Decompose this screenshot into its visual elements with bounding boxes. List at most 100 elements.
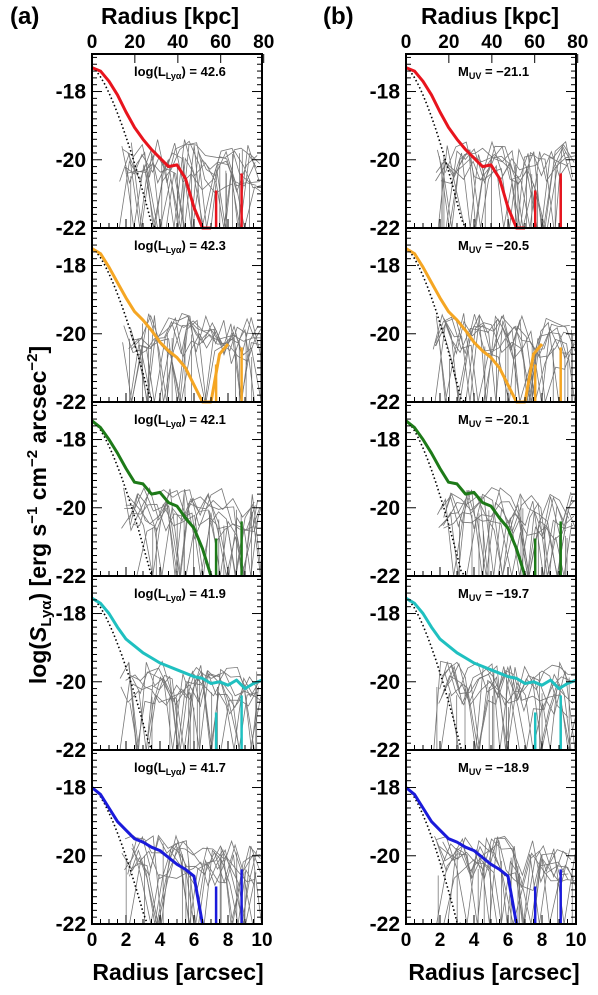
panel-annotation: MUV = −18.9 xyxy=(458,760,529,777)
column-label-b: (b) xyxy=(323,3,354,30)
psf-dotted-profile xyxy=(405,66,467,229)
y-tick-label: -20 xyxy=(56,671,86,694)
psf-dotted-profile xyxy=(91,247,153,403)
x-tick-label: 8 xyxy=(537,930,548,951)
gray-profile-line xyxy=(441,313,576,403)
panel-b-1: -18 -20 -22 MUV = −21.1 xyxy=(370,53,577,240)
y-tick-label: -20 xyxy=(370,149,400,172)
gray-profile-line xyxy=(129,843,260,925)
y-tick-label: -20 xyxy=(56,497,86,520)
x-tick-label: 4 xyxy=(469,930,480,951)
gray-profile-line xyxy=(435,150,569,229)
panel-frame xyxy=(405,227,577,403)
panel-annotation: log(LLyα) = 42.3 xyxy=(134,238,226,255)
panel-a-1: -18 -20 -22 log(LLyα) = 42.6 xyxy=(56,53,263,240)
top-x-tick-label: 80 xyxy=(567,32,588,53)
gray-profile-line xyxy=(118,149,256,229)
psf-dotted-profile xyxy=(405,597,466,751)
stacked-profile-line xyxy=(405,419,527,577)
gray-profile-line xyxy=(131,319,262,403)
panel-a-3: -18 -20 -22 log(LLyα) = 42.1 xyxy=(56,401,263,588)
gray-profile-line xyxy=(121,834,255,925)
y-tick-label: -20 xyxy=(370,671,400,694)
y-axis-title: log(SLyα) [erg s−1 cm−2 arcsec−2] xyxy=(24,346,55,684)
gray-profile-line xyxy=(129,320,259,403)
x-tick-label: 8 xyxy=(223,930,234,951)
x-tick-label: 2 xyxy=(121,930,132,951)
panel-annotation: log(LLyα) = 42.6 xyxy=(134,64,226,81)
top-x-tick-label: 60 xyxy=(524,32,545,53)
gray-profile-line xyxy=(445,145,576,229)
panel-annotation: log(LLyα) = 41.9 xyxy=(134,586,226,603)
top-x-tick-label: 60 xyxy=(210,32,231,53)
top-x-tick-label: 20 xyxy=(438,32,459,53)
gray-profile-line xyxy=(440,141,574,229)
y-tick-label: -22 xyxy=(370,913,400,936)
gray-profile-line xyxy=(441,661,576,751)
gray-profile-line xyxy=(439,836,576,925)
gray-profile-line xyxy=(440,493,573,541)
x-tick-label: 6 xyxy=(189,930,200,951)
y-tick-label: -20 xyxy=(56,845,86,868)
gray-profile-line xyxy=(442,487,575,577)
gray-profile-line xyxy=(435,147,569,229)
y-tick-label: -22 xyxy=(56,739,86,762)
y-tick-label: -18 xyxy=(56,777,87,800)
y-tick-label: -20 xyxy=(370,845,400,868)
gray-profile-line xyxy=(130,142,260,229)
panel-frame xyxy=(405,575,577,751)
stacked-profile-line xyxy=(405,66,525,230)
gray-profile-line xyxy=(443,662,572,751)
y-tick-label: -18 xyxy=(370,255,401,278)
psf-dotted-profile xyxy=(405,420,467,577)
panel-annotation: log(LLyα) = 41.7 xyxy=(134,760,226,777)
y-tick-label: -22 xyxy=(56,565,86,588)
panel-annotation: log(LLyα) = 42.1 xyxy=(134,412,226,429)
top-x-tick-label: 80 xyxy=(253,32,274,53)
y-tick-label: -22 xyxy=(370,565,400,588)
top-x-tick-label: 20 xyxy=(124,32,145,53)
stacked-profile-line xyxy=(91,596,263,691)
x-tick-label: 2 xyxy=(435,930,446,951)
panel-b-5: -18 -20 -22 MUV = −18.9 xyxy=(370,749,577,936)
y-tick-label: -18 xyxy=(56,81,87,104)
gray-profile-line xyxy=(435,314,569,403)
gray-profile-line xyxy=(131,840,258,925)
panel-annotation: MUV = −20.1 xyxy=(458,412,529,429)
column-label-a: (a) xyxy=(10,3,39,30)
y-tick-label: -22 xyxy=(56,217,86,240)
y-tick-label: -20 xyxy=(56,149,86,172)
gray-profile-line xyxy=(130,318,262,356)
psf-dotted-profile xyxy=(405,247,466,403)
gray-profile-line xyxy=(123,314,259,403)
top-x-tick-label: 40 xyxy=(481,32,502,53)
gray-profile-line xyxy=(125,142,260,191)
y-tick-label: -18 xyxy=(56,429,87,452)
gray-profile-line xyxy=(126,139,260,229)
gray-profile-line xyxy=(131,671,259,751)
gray-profile-line xyxy=(439,660,576,751)
gray-profile-line xyxy=(124,487,262,577)
panel-b-4: -18 -20 -22 MUV = −19.7 xyxy=(370,575,577,762)
y-tick-label: -20 xyxy=(56,323,86,346)
stacked-profile-line xyxy=(405,786,518,925)
y-tick-label: -22 xyxy=(370,739,400,762)
y-tick-label: -18 xyxy=(370,429,401,452)
y-tick-label: -18 xyxy=(370,777,401,800)
stacked-profile-line xyxy=(405,596,577,691)
y-tick-label: -20 xyxy=(370,497,400,520)
x-tick-label: 0 xyxy=(87,930,98,951)
panel-b-3: -18 -20 -22 MUV = −20.1 xyxy=(370,401,577,588)
y-tick-label: -18 xyxy=(56,603,87,626)
gray-profile-line xyxy=(123,487,261,577)
stacked-profile-line xyxy=(91,66,211,230)
y-tick-label: -22 xyxy=(370,217,400,240)
x-axis-title-b: Radius [arcsec] xyxy=(408,959,579,985)
gray-profile-line xyxy=(125,488,258,577)
y-tick-label: -22 xyxy=(370,391,400,414)
gray-profile-line xyxy=(441,664,569,718)
gray-profile-line xyxy=(132,843,261,925)
panel-annotation: MUV = −20.5 xyxy=(458,238,529,255)
gray-profile-line xyxy=(446,495,566,577)
